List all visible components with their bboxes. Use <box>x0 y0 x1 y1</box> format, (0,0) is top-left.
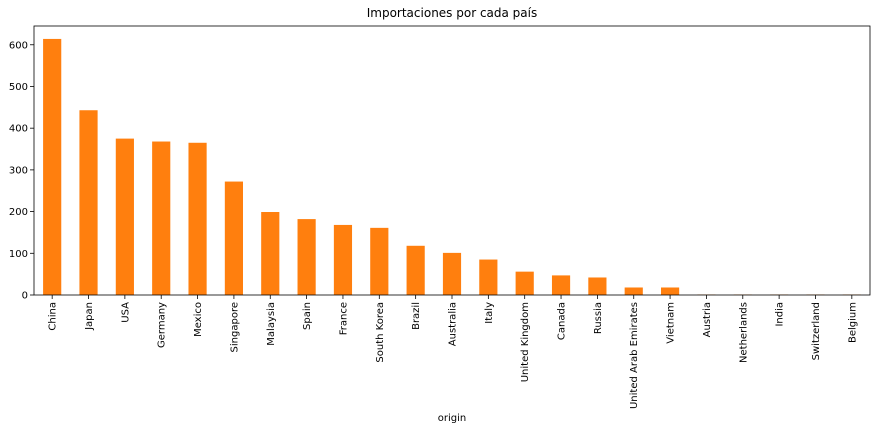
x-tick-label: Mexico <box>193 302 204 337</box>
x-tick-label: Netherlands <box>738 302 749 363</box>
x-tick-label: Russia <box>593 302 604 334</box>
y-tick-label: 400 <box>9 124 28 135</box>
bar <box>624 287 643 295</box>
x-tick-label: Switzerland <box>811 302 822 360</box>
x-tick-label: USA <box>120 302 131 323</box>
plot-frame <box>33 25 871 296</box>
bar <box>333 224 353 295</box>
x-tick-label: Germany <box>157 302 168 348</box>
bar <box>43 38 62 295</box>
x-tick-label: Italy <box>484 302 495 324</box>
bar <box>442 252 462 295</box>
x-tick-label: Australia <box>448 302 459 346</box>
x-tick-label: Belgium <box>847 302 858 343</box>
y-tick-label: 500 <box>9 82 28 93</box>
y-tick-label: 600 <box>9 40 28 51</box>
x-tick-label: United Arab Emirates <box>629 302 640 409</box>
x-tick-label: South Korea <box>375 302 386 363</box>
x-tick-label: Vietnam <box>666 302 677 344</box>
bar <box>224 181 243 295</box>
x-tick-label: Singapore <box>229 302 240 352</box>
y-tick-label: 300 <box>9 165 28 176</box>
x-tick-label: Austria <box>702 302 713 337</box>
chart-title: Importaciones por cada país <box>367 6 538 20</box>
x-tick-label: China <box>48 302 59 331</box>
bar <box>515 271 534 295</box>
y-tick-label: 100 <box>9 249 28 260</box>
bar <box>406 245 425 295</box>
x-tick-label: Canada <box>557 302 568 340</box>
x-axis-label: origin <box>438 413 466 424</box>
bar <box>152 141 171 295</box>
x-tick-label: Brazil <box>411 302 422 330</box>
bar <box>79 110 98 295</box>
bar <box>188 142 207 295</box>
y-tick-label: 0 <box>22 291 28 302</box>
bar <box>370 227 389 295</box>
bar <box>297 219 316 295</box>
bar <box>588 277 607 295</box>
x-tick-label: United Kingdom <box>520 302 531 382</box>
bar <box>661 287 680 295</box>
bar <box>479 259 498 295</box>
x-tick-label: France <box>338 302 349 335</box>
x-tick-label: Malaysia <box>266 302 277 346</box>
x-tick-label: Spain <box>302 302 313 330</box>
y-tick-label: 200 <box>9 207 28 218</box>
bar <box>551 275 571 295</box>
x-tick-label: India <box>775 302 786 327</box>
x-tick-label: Japan <box>84 302 95 331</box>
plot-area: China Japan USA Germany Mexico Singapore Malay… <box>9 25 871 409</box>
bar <box>115 138 134 295</box>
bar <box>261 212 280 295</box>
